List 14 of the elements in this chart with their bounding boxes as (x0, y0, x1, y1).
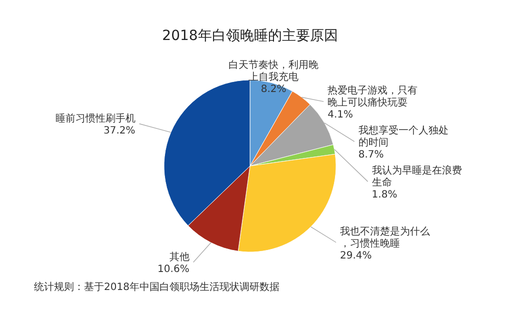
data-label: 4.1% (328, 110, 354, 121)
data-label: 10.6% (158, 264, 190, 276)
title: 2018年白领晚睡的主要原因 (162, 28, 338, 44)
slice-label: 其他 (169, 251, 190, 264)
slice-label: 热爱电子游戏，只有晚上可以痛快玩耍 (328, 84, 418, 109)
slice-label: 睡前习惯性刷手机 (55, 112, 136, 125)
annotation: 统计规则：基于2018年中国白领职场生活现状调研数据 (34, 282, 280, 293)
slice-label: 我认为早睡是在浪费生命 (372, 164, 462, 189)
slice-label: 我想享受一个人独处的时间 (358, 124, 448, 149)
data-label: 8.7% (358, 150, 384, 161)
data-label: 29.4% (340, 250, 372, 262)
data-label: 1.8% (372, 190, 398, 201)
data-label: 37.2% (103, 126, 136, 137)
slice-label: 我也不清楚是为什么，习惯性晚睡 (340, 225, 430, 250)
